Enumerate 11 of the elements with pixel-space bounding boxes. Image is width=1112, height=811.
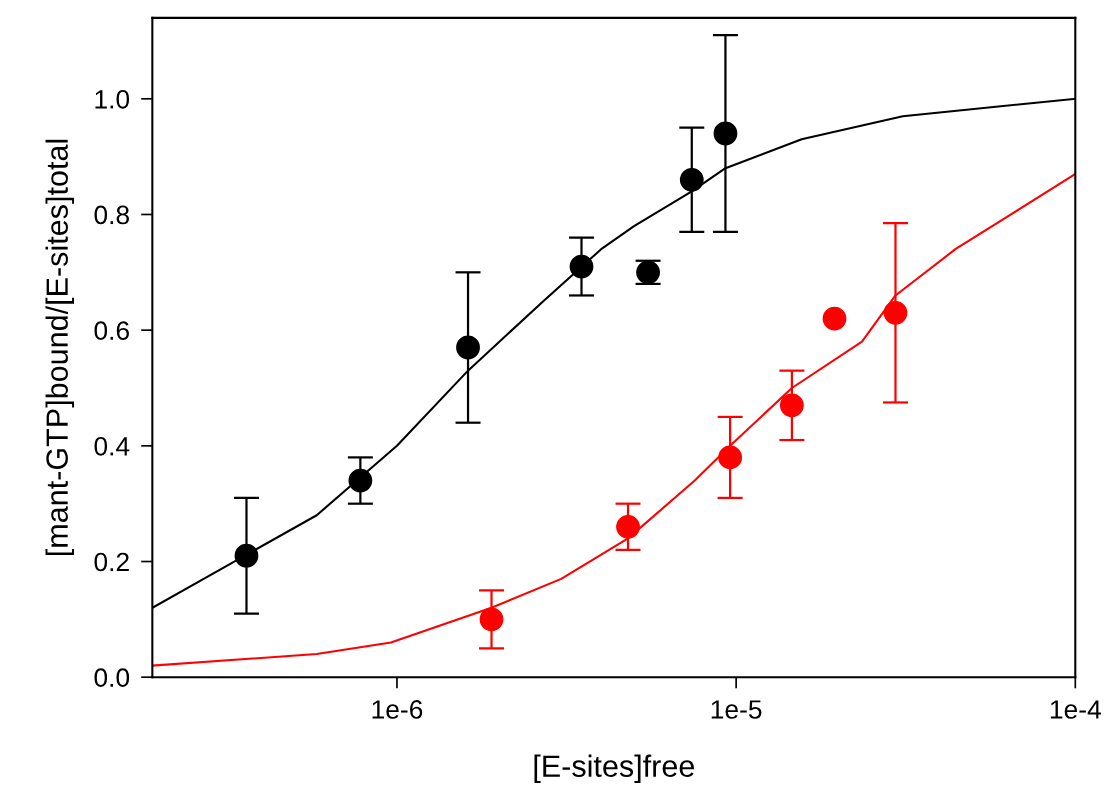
y-tick-label: 0.6 <box>94 321 129 340</box>
x-tick-label: 1e-4 <box>1050 700 1101 719</box>
y-tick-label: 0.8 <box>94 205 129 225</box>
x-axis-title: [E-sites]free <box>534 754 694 784</box>
x-tick-label: 1e-5 <box>711 700 762 719</box>
y-tick-label: 0.4 <box>94 436 130 456</box>
y-axis-title: [mant-GTP]bound/[E-sites]total <box>45 139 74 556</box>
x-tick-label: 1e-6 <box>372 700 423 719</box>
y-tick-label: 0.0 <box>94 668 130 688</box>
y-tick-label: 0.2 <box>94 552 129 572</box>
y-tick-label: 1.0 <box>95 89 130 109</box>
